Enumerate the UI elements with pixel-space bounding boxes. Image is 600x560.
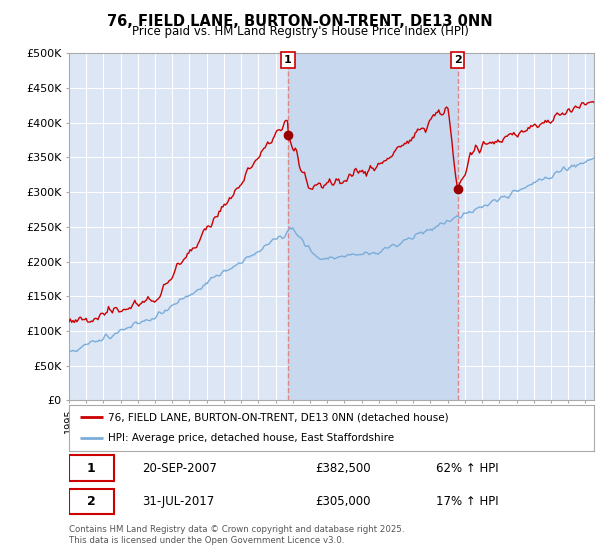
Text: 2: 2: [454, 55, 461, 65]
Text: HPI: Average price, detached house, East Staffordshire: HPI: Average price, detached house, East…: [109, 433, 395, 444]
FancyBboxPatch shape: [69, 489, 113, 515]
Text: 76, FIELD LANE, BURTON-ON-TRENT, DE13 0NN (detached house): 76, FIELD LANE, BURTON-ON-TRENT, DE13 0N…: [109, 412, 449, 422]
Text: 76, FIELD LANE, BURTON-ON-TRENT, DE13 0NN: 76, FIELD LANE, BURTON-ON-TRENT, DE13 0N…: [107, 14, 493, 29]
Text: 1: 1: [87, 461, 95, 475]
Text: £382,500: £382,500: [316, 461, 371, 475]
Text: 20-SEP-2007: 20-SEP-2007: [143, 461, 217, 475]
Text: 1: 1: [284, 55, 292, 65]
Bar: [288, 53, 458, 400]
Text: 31-JUL-2017: 31-JUL-2017: [143, 495, 215, 508]
Text: 17% ↑ HPI: 17% ↑ HPI: [437, 495, 499, 508]
Text: £305,000: £305,000: [316, 495, 371, 508]
Text: Contains HM Land Registry data © Crown copyright and database right 2025.
This d: Contains HM Land Registry data © Crown c…: [69, 525, 404, 545]
Text: 62% ↑ HPI: 62% ↑ HPI: [437, 461, 499, 475]
FancyBboxPatch shape: [69, 455, 113, 481]
Text: 2: 2: [87, 495, 95, 508]
Text: Price paid vs. HM Land Registry's House Price Index (HPI): Price paid vs. HM Land Registry's House …: [131, 25, 469, 38]
